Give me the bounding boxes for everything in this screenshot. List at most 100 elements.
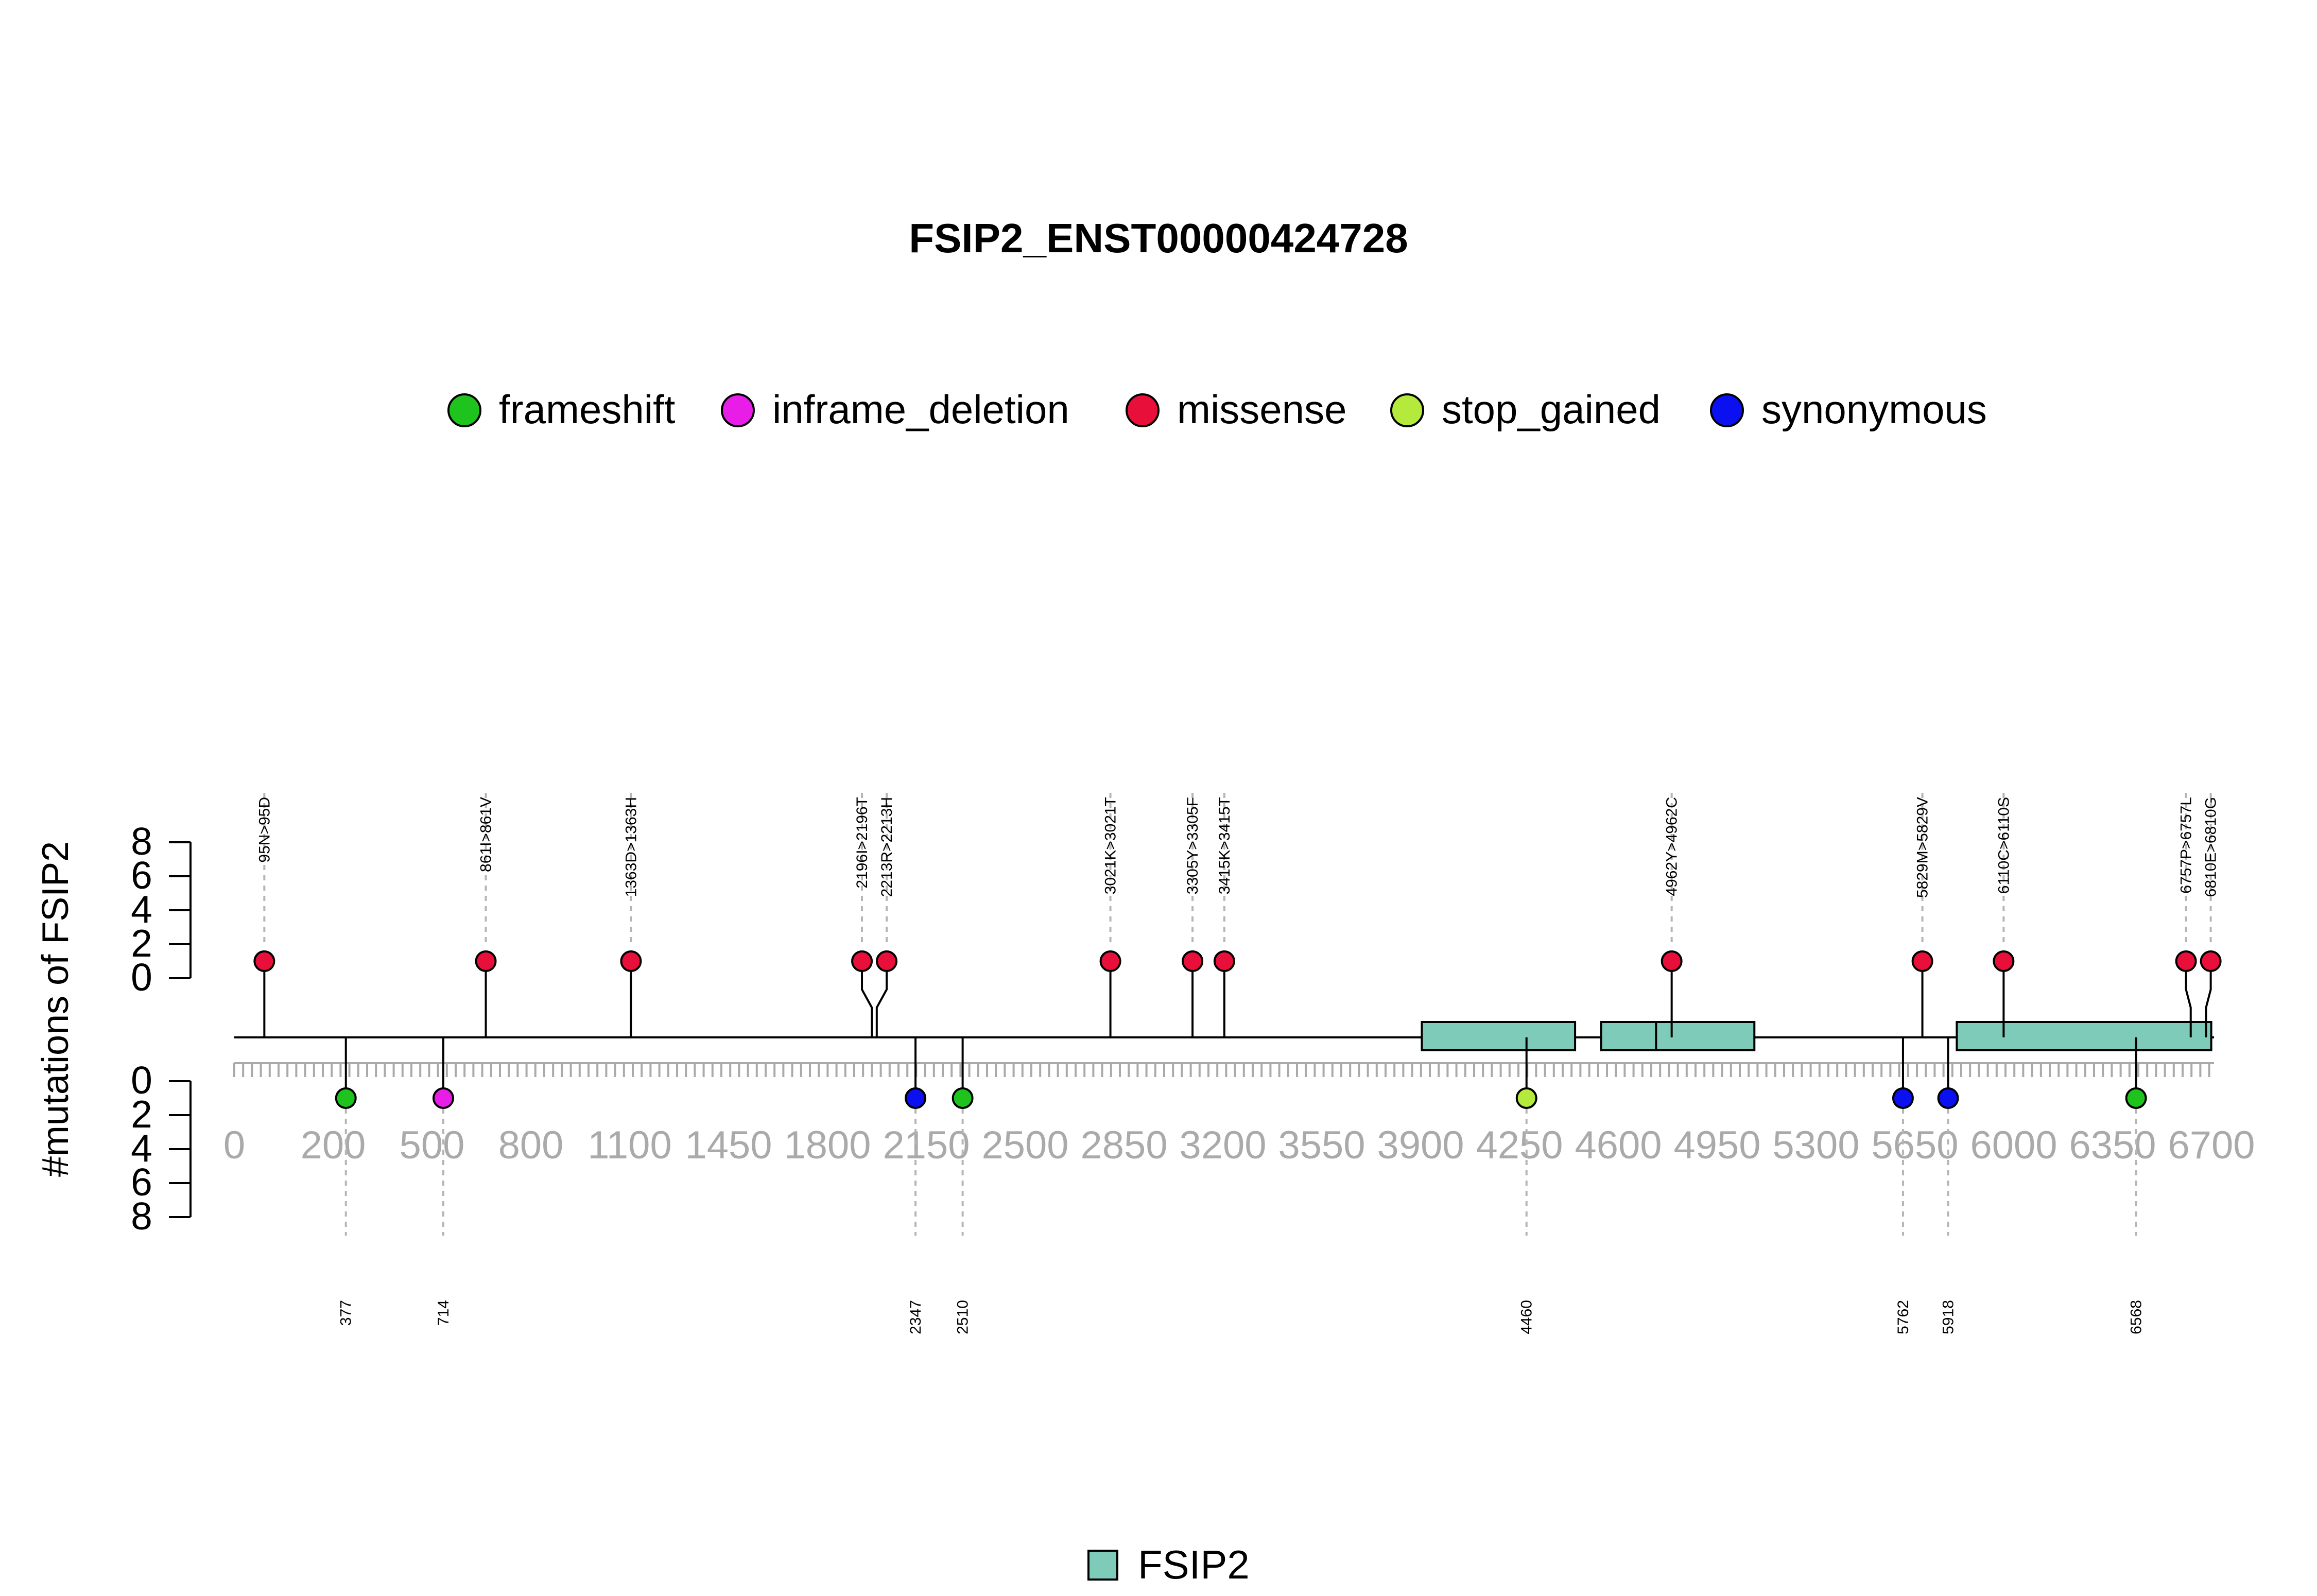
mutation-label: 2213R>2213H xyxy=(878,797,895,897)
mutation-label: 4460 xyxy=(1518,1300,1535,1334)
x-tick-label: 800 xyxy=(498,1123,564,1167)
mutation-label: 2196I>2196T xyxy=(854,797,871,889)
upper-mutations: 95N>95D 861I>861V 1363D>1363H 2196I>2196T 22… xyxy=(253,793,2222,1037)
y-tick-label-upper: 2 xyxy=(131,922,152,965)
chart-title: FSIP2_ENST00000424728 xyxy=(909,215,1408,261)
mutation-stem xyxy=(2185,961,2192,1037)
mutation-label: 5762 xyxy=(1895,1300,1912,1334)
mutation-head-missense xyxy=(475,950,497,972)
y-tick-label-upper: 8 xyxy=(131,820,152,863)
mutation-label: 6110C>6110S xyxy=(1995,797,2012,894)
mutation-head-synonymous xyxy=(1937,1087,1959,1109)
mutation-stem xyxy=(861,961,873,1037)
y-tick-label-upper: 4 xyxy=(131,888,152,931)
mutation-stem xyxy=(875,961,888,1037)
y-tick-label-upper: 0 xyxy=(131,956,152,999)
legend-label: synonymous xyxy=(1761,387,1987,432)
legend-label: inframe_deletion xyxy=(772,387,1069,432)
domain-legend-label: FSIP2 xyxy=(1138,1542,1250,1587)
x-tick-label: 5650 xyxy=(1871,1123,1958,1167)
mutation-label: 3305Y>3305F xyxy=(1184,797,1201,894)
x-axis: 0 200 500 800 1100 1450 1800 2150 2500 2850 3200 35… xyxy=(223,1062,2255,1167)
mutation-head-missense xyxy=(253,950,275,972)
x-tick-label: 4250 xyxy=(1476,1123,1563,1167)
mutation-label: 6568 xyxy=(2128,1300,2145,1334)
y-axis-label: #mutations of FSIP2 xyxy=(35,841,76,1177)
x-tick-label: 2850 xyxy=(1080,1123,1167,1167)
mutation-label: 5918 xyxy=(1940,1300,1957,1334)
mutation-stem xyxy=(2205,961,2212,1037)
domain-legend: FSIP2 xyxy=(1087,1542,1250,1587)
mutation-head-missense xyxy=(1213,950,1235,972)
mutation-head-missense xyxy=(620,950,642,972)
mutation-head-missense xyxy=(2175,950,2197,972)
mutation-head-frameshift xyxy=(2125,1087,2147,1109)
mutation-label: 5829M>5829V xyxy=(1914,797,1931,898)
mutation-label: 861I>861V xyxy=(478,797,495,872)
mutation-head-synonymous xyxy=(905,1087,927,1109)
mutation-head-missense xyxy=(1661,950,1683,972)
mutation-head-frameshift xyxy=(952,1087,974,1109)
mutation-head-missense xyxy=(851,950,873,972)
legend: frameshift inframe_deletion missense stop_g… xyxy=(447,387,1987,432)
mutation-head-stop_gained xyxy=(1515,1087,1537,1109)
x-tick-label: 3200 xyxy=(1179,1123,1266,1167)
x-tick-label: 0 xyxy=(223,1123,245,1167)
mutation-label: 3021K>3021T xyxy=(1102,797,1119,894)
domain-box xyxy=(1956,1021,2212,1051)
x-tick-label: 2500 xyxy=(981,1123,1068,1167)
mutation-head-missense xyxy=(1993,950,2015,972)
y-tick-label-upper: 6 xyxy=(131,854,152,897)
x-tick-label: 6700 xyxy=(2168,1123,2255,1167)
x-tick-label: 1800 xyxy=(784,1123,871,1167)
x-tick-label: 3900 xyxy=(1377,1123,1464,1167)
y-tick-label-lower: 4 xyxy=(131,1126,152,1170)
legend-marker xyxy=(721,393,755,427)
x-tick-label: 500 xyxy=(400,1123,465,1167)
x-tick-label: 3550 xyxy=(1278,1123,1365,1167)
mutation-label: 4962Y>4962C xyxy=(1664,797,1681,896)
x-tick-label: 2150 xyxy=(883,1123,970,1167)
mutation-label: 714 xyxy=(435,1300,452,1326)
mutation-head-synonymous xyxy=(1892,1087,1914,1109)
x-tick-label: 5300 xyxy=(1772,1123,1859,1167)
mutation-head-inframe_deletion xyxy=(432,1087,454,1109)
mutation-head-missense xyxy=(2200,950,2222,972)
mutation-head-missense xyxy=(876,950,898,972)
mutation-label: 2347 xyxy=(907,1300,924,1334)
mutation-label: 6810E>6810G xyxy=(2203,797,2220,897)
protein-domains xyxy=(1421,1021,2212,1051)
x-tick-label: 1100 xyxy=(587,1123,671,1167)
mutation-label: 95N>95D xyxy=(256,797,273,863)
legend-label: missense xyxy=(1177,387,1346,432)
legend-marker xyxy=(1710,393,1744,427)
x-tick-label: 1450 xyxy=(685,1123,772,1167)
x-tick-label: 4600 xyxy=(1575,1123,1662,1167)
mutation-label: 3415K>3415T xyxy=(1216,797,1233,894)
x-tick-label: 6350 xyxy=(2069,1123,2156,1167)
legend-label: stop_gained xyxy=(1442,387,1661,432)
mutation-head-frameshift xyxy=(335,1087,357,1109)
mutation-head-missense xyxy=(1182,950,1204,972)
domain-legend-swatch xyxy=(1087,1550,1118,1581)
legend-label: frameshift xyxy=(499,387,676,432)
x-tick-label: 6000 xyxy=(1970,1123,2057,1167)
mutation-label: 377 xyxy=(338,1300,355,1326)
y-tick-label-lower: 6 xyxy=(131,1160,152,1204)
legend-marker xyxy=(447,393,481,427)
mutation-head-missense xyxy=(1099,950,1121,972)
y-tick-label-lower: 0 xyxy=(131,1059,152,1102)
y-tick-label-lower: 8 xyxy=(131,1194,152,1238)
mutation-head-missense xyxy=(1911,950,1933,972)
x-tick-label: 4950 xyxy=(1673,1123,1760,1167)
y-tick-label-lower: 2 xyxy=(131,1092,152,1136)
legend-marker xyxy=(1126,393,1160,427)
mutation-label: 6757P>6757L xyxy=(2178,797,2195,894)
mutation-label: 1363D>1363H xyxy=(623,797,639,897)
mutation-label: 2510 xyxy=(955,1300,972,1334)
domain-box xyxy=(1421,1021,1577,1051)
lower-mutations: 377 714 2347 2510 4460 5762 5918 6568 xyxy=(335,1037,2147,1334)
legend-marker xyxy=(1390,393,1424,427)
